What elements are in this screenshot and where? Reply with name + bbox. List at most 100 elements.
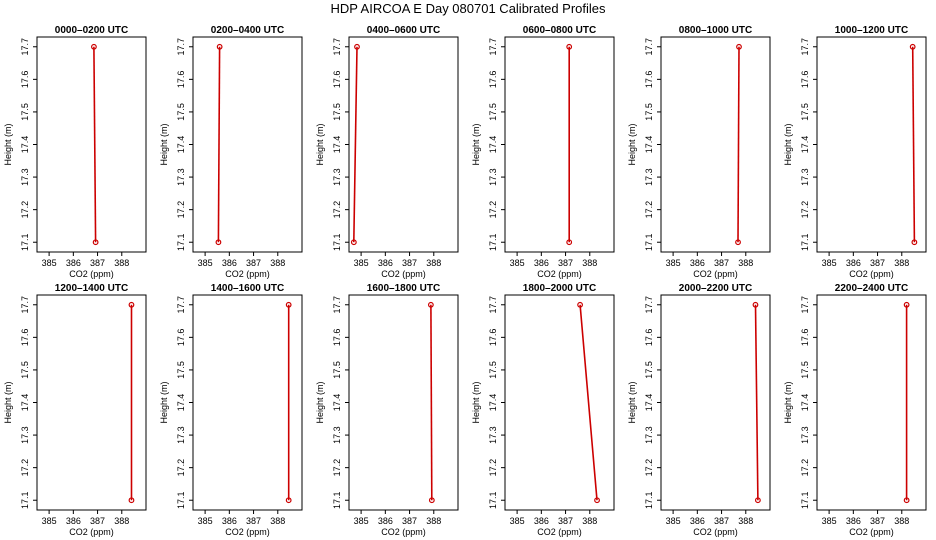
x-tick-label: 388 [270, 516, 285, 526]
profile-panel: 0200–0400 UTC 385 386 387 388 17.1 17.2 17.3 17.… [159, 25, 303, 279]
y-tick-label: 17.7 [644, 296, 654, 314]
y-axis-label: Height (m) [3, 123, 13, 165]
x-tick-label: 388 [426, 516, 441, 526]
x-tick-label: 385 [510, 516, 525, 526]
plot-frame [36, 294, 147, 511]
x-tick-label: 387 [558, 258, 573, 268]
y-tick-label: 17.7 [644, 38, 654, 56]
x-axis-label: CO2 (ppm) [225, 527, 270, 537]
y-tick-label: 17.6 [332, 71, 342, 89]
y-tick-label: 17.2 [176, 201, 186, 219]
y-tick-label: 17.4 [644, 394, 654, 412]
profile-line [217, 46, 221, 243]
x-tick-label: 385 [666, 258, 681, 268]
y-tick-label: 17.3 [488, 168, 498, 186]
data-point [92, 239, 99, 246]
y-tick-label: 17.7 [488, 38, 498, 56]
data-point [752, 301, 759, 308]
x-tick-label: 388 [894, 516, 909, 526]
y-tick-label: 17.7 [800, 296, 810, 314]
y-axis-label: Height (m) [783, 123, 793, 165]
y-tick-label: 17.5 [800, 361, 810, 379]
panel-title: 1400–1600 UTC [211, 283, 284, 294]
x-tick-label: 387 [714, 258, 729, 268]
y-tick-label: 17.3 [176, 426, 186, 444]
y-tick-label: 17.1 [644, 491, 654, 509]
y-tick-label: 17.6 [176, 71, 186, 89]
x-tick-label: 385 [42, 516, 57, 526]
plot-frame [36, 36, 147, 253]
x-tick-label: 387 [90, 516, 105, 526]
y-axis-label: Height (m) [471, 123, 481, 165]
y-tick-label: 17.5 [176, 103, 186, 121]
y-tick-label: 17.5 [176, 361, 186, 379]
y-tick-label: 17.4 [176, 136, 186, 154]
y-tick-label: 17.4 [176, 394, 186, 412]
data-point [285, 301, 292, 308]
y-axis-label: Height (m) [627, 123, 637, 165]
x-tick-label: 385 [198, 516, 213, 526]
x-tick-label: 387 [714, 516, 729, 526]
y-axis-label: Height (m) [3, 381, 13, 423]
y-tick-label: 17.1 [332, 491, 342, 509]
y-tick-label: 17.1 [644, 233, 654, 251]
x-tick-label: 386 [66, 516, 81, 526]
x-tick-label: 386 [846, 258, 861, 268]
plot-frame [504, 36, 615, 253]
data-point [735, 239, 741, 246]
data-point [909, 43, 916, 50]
y-tick-label: 17.6 [800, 329, 810, 347]
data-point [354, 43, 360, 50]
panel-title: 0800–1000 UTC [679, 25, 752, 36]
panels-grid: 0000–0200 UTC 385 386 387 388 17.1 17.2 17.3 17.… [3, 25, 927, 537]
y-tick-label: 17.7 [332, 38, 342, 56]
y-tick-label: 17.2 [644, 201, 654, 219]
y-axis-label: Height (m) [315, 381, 325, 423]
plot-frame [192, 294, 303, 511]
data-point [350, 239, 357, 246]
panel-title: 0000–0200 UTC [55, 25, 128, 36]
profile-panel: 0600–0800 UTC 385 386 387 388 17.1 17.2 17.3 17.… [471, 25, 615, 279]
x-tick-label: 387 [870, 516, 885, 526]
profile-line [911, 46, 916, 243]
y-tick-label: 17.2 [176, 459, 186, 477]
x-tick-label: 385 [822, 258, 837, 268]
y-tick-label: 17.3 [800, 168, 810, 186]
profile-panel: 2000–2200 UTC 385 386 387 388 17.1 17.2 17.3 17.… [627, 283, 771, 537]
x-tick-label: 386 [690, 258, 705, 268]
x-tick-label: 386 [690, 516, 705, 526]
x-tick-label: 388 [270, 258, 285, 268]
profile-line [430, 304, 433, 501]
profile-panel: 1200–1400 UTC 385 386 387 388 17.1 17.2 17.3 17.… [3, 283, 147, 537]
data-point [215, 239, 222, 246]
y-tick-label: 17.6 [332, 329, 342, 347]
y-tick-label: 17.3 [20, 426, 30, 444]
y-axis-label: Height (m) [315, 123, 325, 165]
y-axis-label: Height (m) [159, 123, 169, 165]
y-tick-label: 17.3 [176, 168, 186, 186]
figure-title: HDP AIRCOA E Day 080701 Calibrated Profi… [330, 1, 606, 16]
x-axis-label: CO2 (ppm) [537, 269, 582, 279]
y-tick-label: 17.1 [800, 233, 810, 251]
y-tick-label: 17.2 [800, 459, 810, 477]
x-axis-label: CO2 (ppm) [69, 269, 114, 279]
x-tick-label: 388 [114, 516, 129, 526]
panel-title: 1800–2000 UTC [523, 283, 596, 294]
y-tick-label: 17.2 [800, 201, 810, 219]
panel-title: 2000–2200 UTC [679, 283, 752, 294]
y-tick-label: 17.1 [488, 491, 498, 509]
y-tick-label: 17.6 [644, 329, 654, 347]
x-axis-label: CO2 (ppm) [693, 527, 738, 537]
y-tick-label: 17.6 [800, 71, 810, 89]
x-tick-label: 385 [354, 516, 369, 526]
x-tick-label: 386 [378, 258, 393, 268]
x-tick-label: 386 [66, 258, 81, 268]
y-tick-label: 17.1 [332, 233, 342, 251]
y-tick-label: 17.7 [800, 38, 810, 56]
y-tick-label: 17.6 [176, 329, 186, 347]
y-tick-label: 17.6 [488, 329, 498, 347]
y-tick-label: 17.3 [488, 426, 498, 444]
x-tick-label: 387 [870, 258, 885, 268]
data-point [736, 43, 742, 50]
y-tick-label: 17.4 [644, 136, 654, 154]
